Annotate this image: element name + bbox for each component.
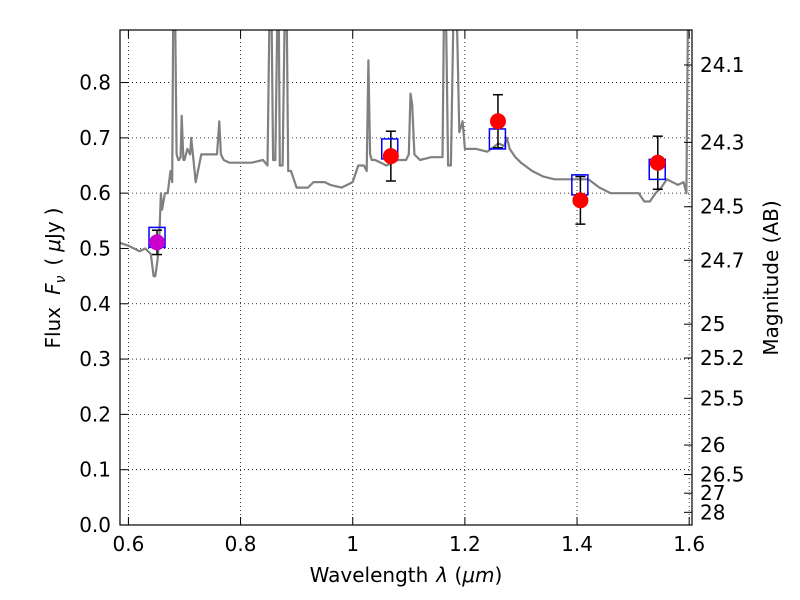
right-tick-label: 24.5 <box>700 195 745 219</box>
y-tick-labels: 0.0 0.1 0.2 0.3 0.4 0.5 0.6 0.7 0.8 <box>79 71 111 537</box>
observed-photometry-point <box>649 154 666 171</box>
observed-photometry-point <box>489 113 506 130</box>
right-axis-title: Magnitude (AB) <box>759 200 783 355</box>
x-axis-title: Wavelength λ (μm) <box>310 563 503 587</box>
right-tick-label: 24.7 <box>700 248 745 272</box>
observed-photometry-point <box>382 148 399 165</box>
right-tick-label: 25 <box>700 312 725 336</box>
right-tick-label: 27 <box>700 481 725 505</box>
right-tick-label: 24.3 <box>700 130 745 154</box>
y-tick-label: 0.7 <box>79 126 111 150</box>
grid-lines <box>120 30 692 526</box>
y-axis-units-open: ( <box>41 258 65 266</box>
y-tick-label: 0.2 <box>79 402 111 426</box>
model-spectrum-line <box>120 30 689 278</box>
y-tick-label: 0.8 <box>79 71 111 95</box>
x-tick-label: 1.4 <box>561 532 593 556</box>
x-axis-symbol: λ <box>435 563 448 587</box>
y-axis-symbol: F <box>41 283 65 295</box>
y-tick-label: 0.6 <box>79 181 111 205</box>
y-tick-label: 0.1 <box>79 458 111 482</box>
x-axis-title-text: Wavelength <box>310 563 429 587</box>
axis-ticks <box>120 30 692 526</box>
right-tick-label: 26.5 <box>700 463 745 487</box>
right-tick-label: 28 <box>700 500 725 524</box>
x-axis-units: μm <box>461 563 494 587</box>
x-tick-label: 0.8 <box>225 532 257 556</box>
y-axis-subscript: ν <box>53 275 69 283</box>
x-axis-units-open: ( <box>448 563 462 587</box>
y-tick-label: 0.5 <box>79 236 111 260</box>
y-axis-units-close: ) <box>41 207 65 215</box>
observed-photometry-point <box>572 192 589 209</box>
model-spectrum-layer <box>120 30 689 278</box>
right-tick-label: 25.5 <box>700 386 745 410</box>
x-tick-label: 0.6 <box>113 532 145 556</box>
x-tick-labels: 0.6 0.8 1 1.2 1.4 1.6 <box>113 532 706 556</box>
right-tick-label: 25.2 <box>700 346 745 370</box>
x-tick-label: 1.6 <box>673 532 705 556</box>
y-axis-title-text: Flux <box>41 307 65 349</box>
y-tick-label: 0.3 <box>79 347 111 371</box>
y-axis-units: Jy <box>41 221 65 241</box>
y-tick-label: 0.0 <box>79 513 111 537</box>
plot-frame <box>119 29 693 526</box>
observed-photometry-point <box>149 234 166 251</box>
right-tick-label: 24.1 <box>700 53 745 77</box>
y-axis-units-mu: μ <box>41 239 65 253</box>
right-tick-label: 26 <box>700 433 725 457</box>
observed-photometry-layer <box>149 113 666 251</box>
x-tick-label: 1 <box>346 532 359 556</box>
x-axis-units-close: ) <box>495 563 503 587</box>
x-tick-label: 1.2 <box>449 532 481 556</box>
y-tick-label: 0.4 <box>79 292 111 316</box>
y-axis-title: Flux Fν ( μJy) <box>41 207 69 348</box>
model-photometry-layer <box>148 128 666 249</box>
